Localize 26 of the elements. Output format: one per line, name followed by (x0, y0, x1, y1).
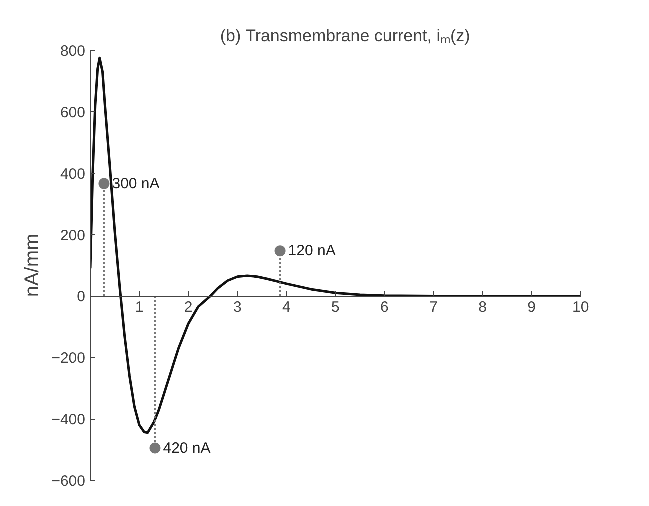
point (98, 178, 110, 190)
x-tick-label: 8 (478, 299, 487, 316)
point (150, 442, 161, 454)
y-tick-label: 800 (60, 43, 86, 60)
point (274, 246, 286, 257)
x-tick-label: 4 (282, 299, 291, 316)
x-tick-label: 2 (184, 299, 193, 316)
y-tick-label: −600 (52, 473, 86, 490)
annotation: 300 nA (112, 175, 160, 192)
x-tick-label: 5 (332, 299, 340, 316)
x-tick-label: 1 (135, 299, 144, 316)
x-tick-label: 6 (380, 299, 389, 316)
y-axis-title: nA/mm (22, 234, 44, 298)
chart-title: (b) Transmembrane current, iₘ(z) (220, 26, 470, 46)
y-tick-label: 400 (60, 166, 86, 183)
y-tick-label: −400 (52, 412, 86, 429)
annotation: 120 nA (288, 242, 336, 260)
x-tick-label: 7 (430, 299, 438, 316)
y-tick-label: 600 (60, 104, 86, 122)
annotation: 420 nA (163, 440, 211, 457)
x-tick-label: 10 (572, 299, 590, 316)
x-tick-label: 3 (233, 299, 242, 316)
y-tick-label: 0 (77, 288, 86, 306)
y-tick-label: −200 (52, 350, 86, 368)
y-tick-label: 200 (60, 227, 86, 244)
x-tick-label: 9 (528, 299, 536, 316)
